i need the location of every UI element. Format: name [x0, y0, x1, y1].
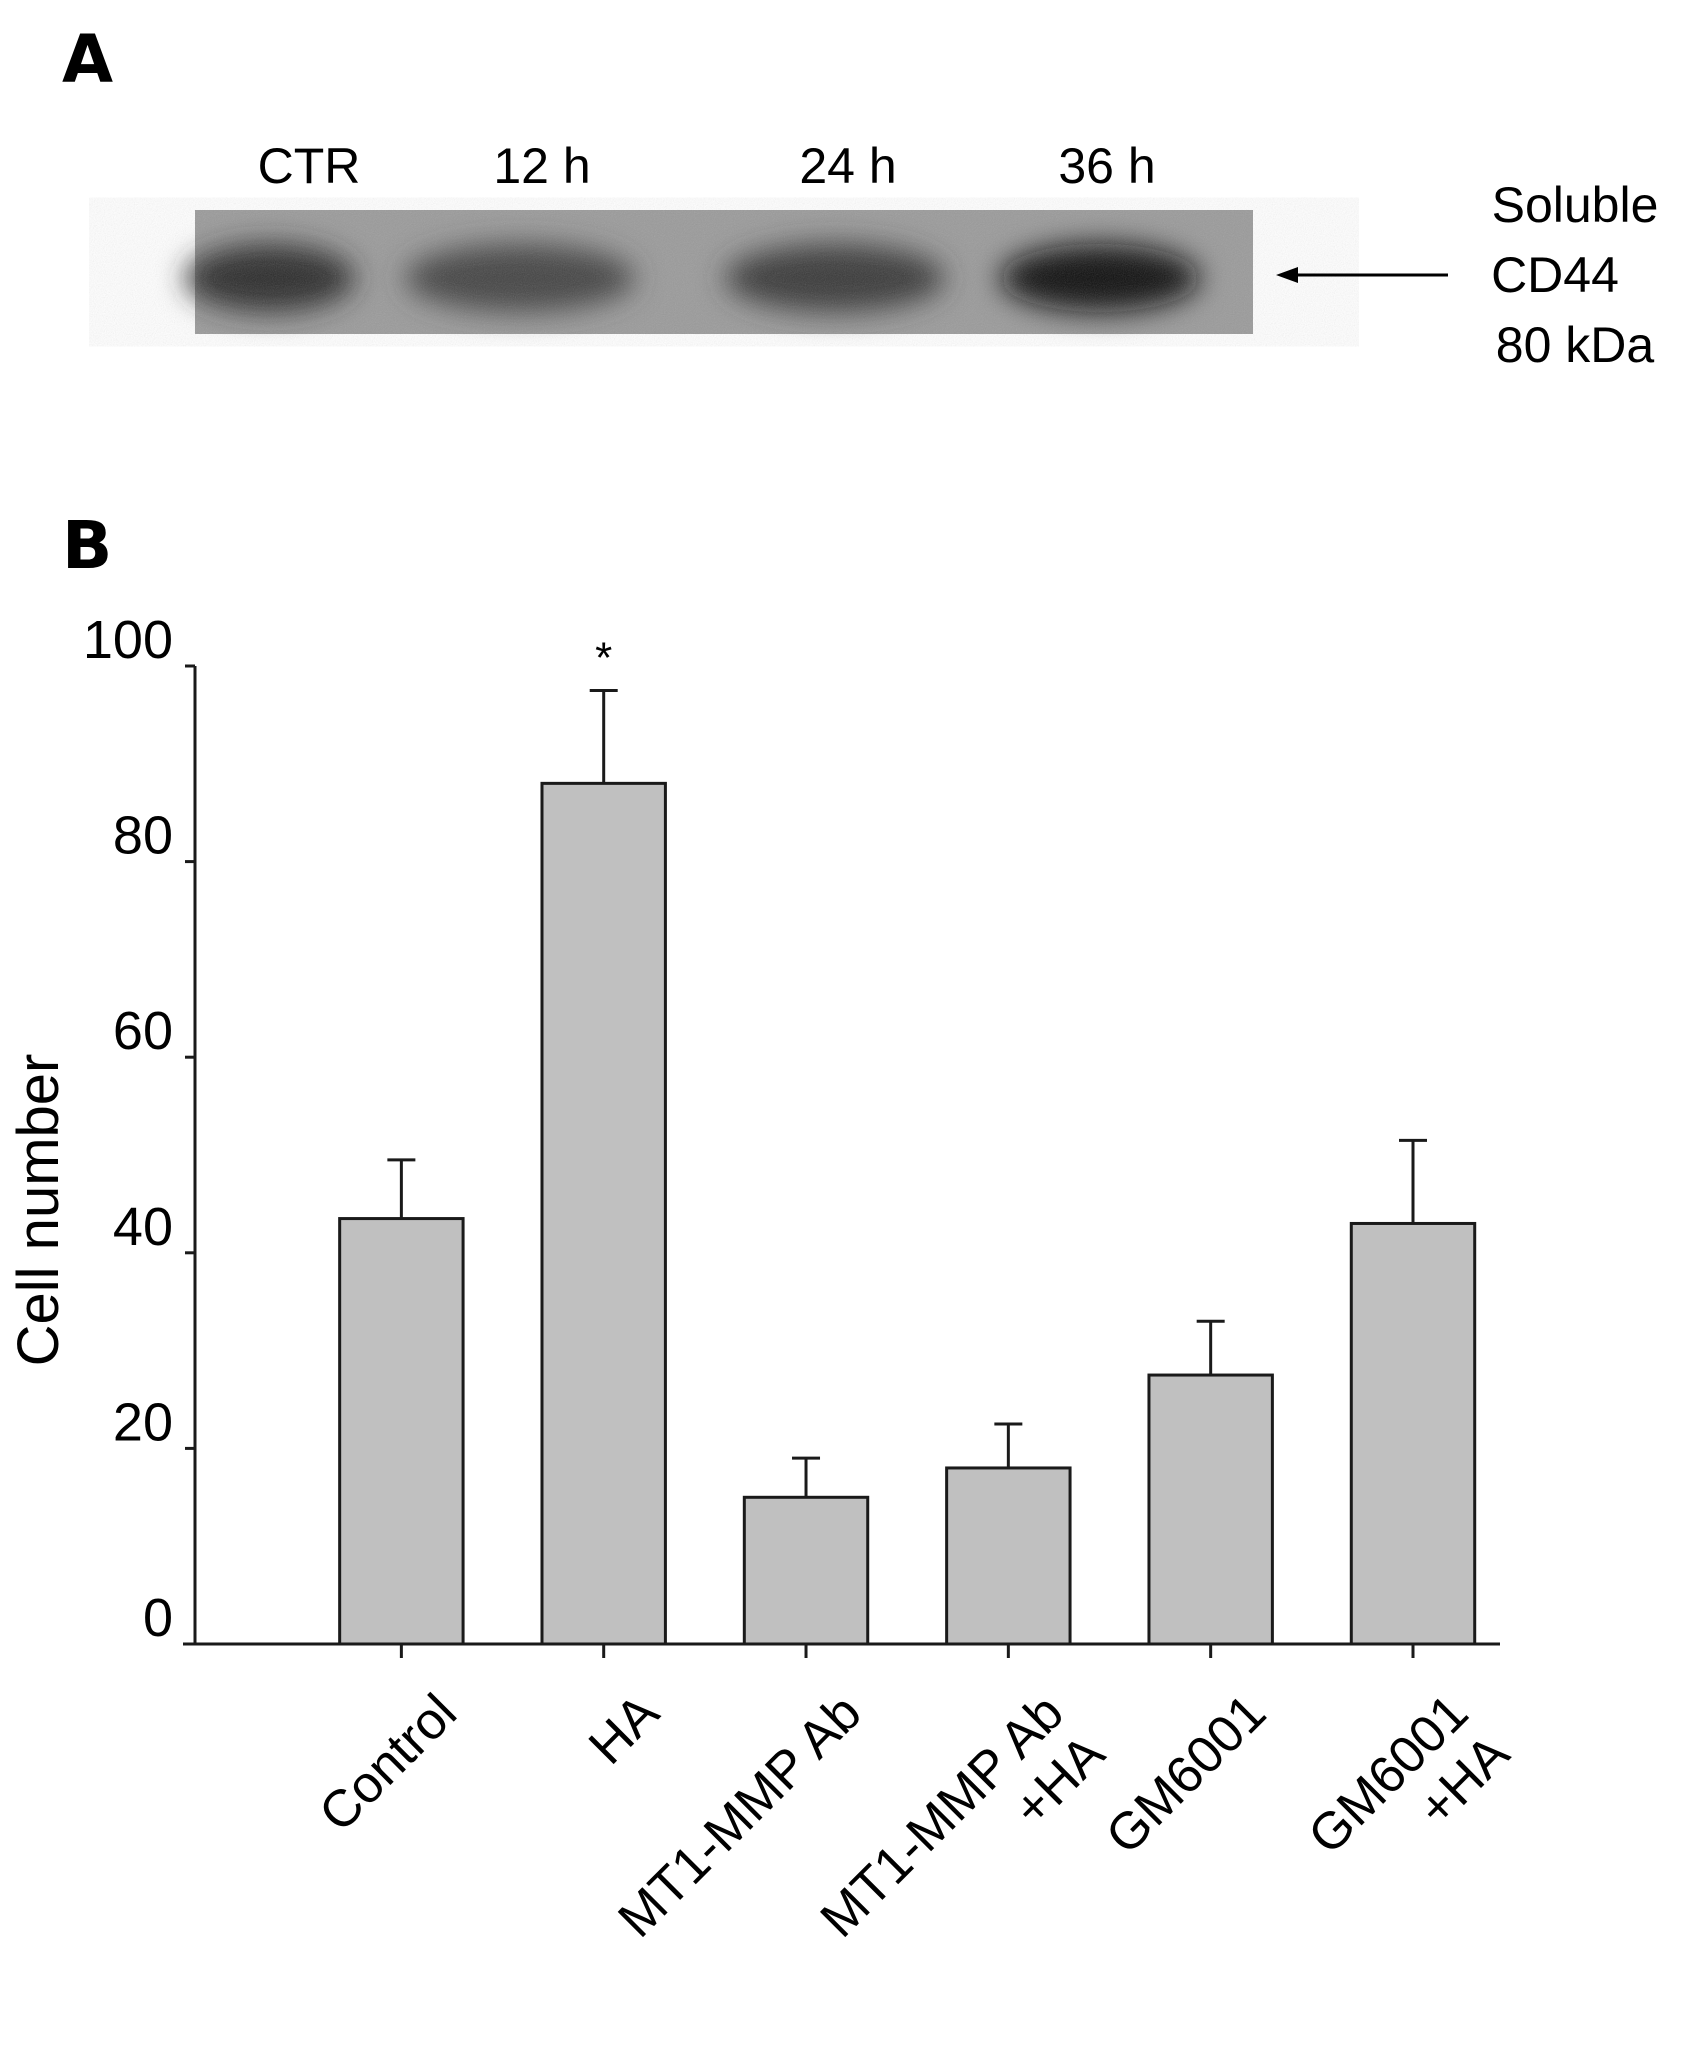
bar	[1349, 1221, 1477, 1646]
blot-annotation-line-3: 80 kDa	[1496, 317, 1655, 373]
y-axis-label: Cell number	[6, 1054, 71, 1367]
bar	[742, 1495, 870, 1646]
y-tick-label: 0	[143, 1588, 173, 1648]
bar	[540, 781, 667, 1646]
bar	[1147, 1373, 1274, 1646]
blot-image	[185, 210, 1253, 334]
bar-chart-panel: B Cell number 020406080100Control*HAMT1-…	[6, 507, 1521, 1949]
bar	[945, 1466, 1072, 1646]
arrow	[1276, 267, 1448, 283]
lane-label-ctr: CTR	[258, 138, 361, 194]
x-tick-label: Control	[308, 1683, 468, 1843]
x-tick-label: GM6001	[1095, 1683, 1277, 1865]
lane-label-36h: 36 h	[1058, 138, 1155, 194]
blot-annotation-line-2: CD44	[1491, 247, 1619, 303]
panel-a-label: A	[62, 21, 113, 98]
panel-b-label: B	[62, 507, 112, 584]
y-tick-label: 60	[113, 1001, 173, 1061]
x-tick-label: HA	[578, 1683, 670, 1775]
lane-label-24h: 24 h	[799, 138, 896, 194]
significance-marker: *	[595, 633, 612, 682]
western-blot-panel: A CTR 12 h 24 h 36 h Soluble CD44 80 kDa	[62, 21, 1658, 373]
y-tick-label: 80	[113, 806, 173, 866]
bar	[338, 1217, 465, 1646]
y-tick-label: 20	[113, 1392, 173, 1452]
y-tick-label: 40	[113, 1197, 173, 1257]
y-tick-label: 100	[83, 610, 173, 670]
x-tick-label: GM6001+HA	[1297, 1683, 1520, 1906]
blot-annotation-line-1: Soluble	[1492, 177, 1659, 233]
lane-label-12h: 12 h	[493, 138, 590, 194]
